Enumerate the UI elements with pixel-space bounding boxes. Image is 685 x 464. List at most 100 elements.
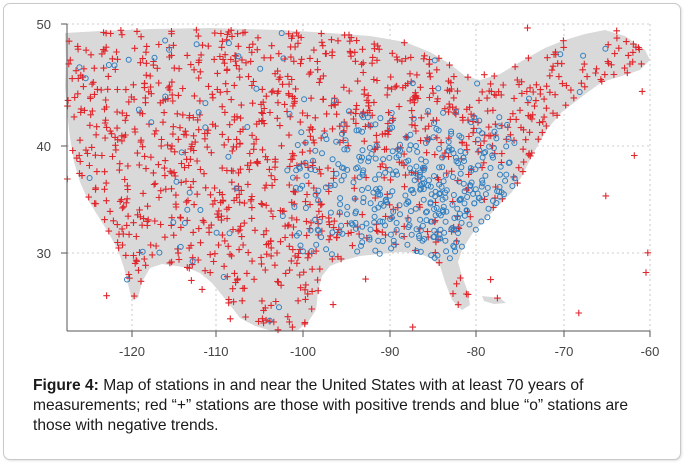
- negative-trend-marker: [479, 180, 486, 187]
- positive-trend-marker: [97, 86, 105, 94]
- positive-trend-marker: [274, 115, 281, 122]
- negative-trend-marker: [422, 140, 429, 146]
- positive-trend-marker: [266, 109, 274, 116]
- positive-trend-marker: [613, 34, 621, 42]
- positive-trend-marker: [402, 55, 409, 62]
- positive-trend-marker: [211, 29, 219, 37]
- positive-trend-marker: [182, 127, 189, 135]
- negative-trend-marker: [310, 157, 316, 164]
- negative-trend-marker: [353, 208, 359, 215]
- negative-trend-marker: [340, 172, 347, 179]
- positive-trend-marker: [445, 108, 452, 116]
- negative-trend-marker: [450, 192, 457, 198]
- positive-trend-marker: [172, 191, 180, 199]
- negative-trend-marker: [461, 212, 468, 219]
- negative-trend-marker: [202, 124, 209, 131]
- positive-trend-marker: [412, 89, 419, 96]
- negative-trend-marker: [576, 89, 583, 95]
- positive-trend-marker: [310, 46, 318, 54]
- positive-trend-marker: [514, 76, 521, 84]
- positive-trend-marker: [155, 41, 163, 48]
- positive-trend-marker: [578, 79, 585, 87]
- negative-trend-marker: [296, 165, 303, 172]
- y-tick-label: 50: [37, 17, 51, 32]
- positive-trend-marker: [147, 83, 154, 91]
- negative-trend-marker: [453, 108, 460, 115]
- negative-trend-marker: [225, 153, 232, 160]
- negative-trend-marker: [450, 150, 457, 157]
- positive-trend-marker: [549, 62, 557, 70]
- positive-trend-marker: [278, 142, 285, 150]
- positive-trend-marker: [258, 260, 265, 268]
- negative-trend-marker: [402, 192, 409, 199]
- positive-trend-marker: [147, 241, 154, 249]
- positive-trend-marker: [141, 153, 148, 160]
- positive-trend-marker: [82, 46, 90, 54]
- positive-trend-marker: [414, 95, 422, 102]
- positive-trend-marker: [205, 42, 212, 50]
- positive-trend-marker: [512, 116, 520, 123]
- positive-trend-marker: [244, 249, 252, 256]
- negative-trend-marker: [338, 177, 345, 184]
- positive-trend-marker: [409, 323, 416, 331]
- negative-trend-marker: [414, 148, 421, 155]
- positive-trend-marker: [453, 280, 460, 288]
- positive-trend-marker: [307, 219, 315, 227]
- positive-trend-marker: [189, 229, 197, 236]
- positive-trend-marker: [370, 76, 378, 83]
- positive-trend-marker: [227, 96, 235, 103]
- negative-trend-marker: [299, 182, 306, 189]
- positive-trend-marker: [195, 74, 202, 82]
- positive-trend-marker: [450, 73, 458, 80]
- positive-trend-marker: [229, 226, 237, 233]
- negative-trend-marker: [390, 171, 396, 178]
- negative-trend-marker: [387, 216, 394, 222]
- positive-trend-marker: [272, 158, 279, 166]
- positive-trend-marker: [239, 241, 247, 249]
- positive-trend-marker: [340, 84, 348, 91]
- positive-trend-marker: [176, 124, 184, 131]
- positive-trend-marker: [409, 114, 416, 121]
- positive-trend-marker: [359, 46, 366, 53]
- positive-trend-marker: [549, 109, 557, 117]
- negative-trend-marker: [368, 122, 374, 129]
- positive-trend-marker: [299, 148, 306, 156]
- positive-trend-marker: [182, 131, 190, 139]
- positive-trend-marker: [118, 196, 125, 203]
- negative-trend-marker: [404, 241, 411, 248]
- positive-trend-marker: [139, 143, 146, 150]
- positive-trend-marker: [373, 77, 381, 84]
- positive-trend-marker: [241, 219, 248, 227]
- positive-trend-marker: [347, 229, 355, 236]
- positive-trend-marker: [293, 260, 301, 267]
- negative-trend-marker: [302, 205, 309, 211]
- positive-trend-marker: [374, 42, 381, 50]
- positive-trend-marker: [81, 107, 88, 114]
- positive-trend-marker: [320, 72, 327, 80]
- positive-trend-marker: [92, 151, 99, 159]
- positive-trend-marker: [380, 174, 388, 182]
- positive-trend-marker: [268, 42, 275, 49]
- positive-trend-marker: [75, 75, 82, 82]
- negative-trend-marker: [439, 207, 446, 214]
- positive-trend-marker: [261, 184, 269, 192]
- positive-trend-marker: [254, 34, 262, 42]
- negative-trend-marker: [375, 191, 382, 198]
- positive-trend-marker: [558, 60, 565, 67]
- negative-trend-marker: [442, 237, 449, 244]
- positive-trend-marker: [225, 204, 233, 211]
- positive-trend-marker: [285, 221, 293, 229]
- positive-trend-marker: [239, 126, 247, 133]
- negative-trend-marker: [438, 183, 445, 190]
- positive-trend-marker: [142, 99, 149, 106]
- positive-trend-marker: [601, 71, 609, 78]
- positive-trend-marker: [464, 73, 472, 81]
- x-tick-label: -90: [381, 344, 400, 359]
- negative-trend-marker: [455, 160, 462, 166]
- positive-trend-marker: [364, 92, 372, 99]
- positive-trend-marker: [350, 115, 357, 123]
- positive-trend-marker: [168, 169, 175, 177]
- negative-trend-marker: [434, 252, 441, 259]
- positive-trend-marker: [151, 130, 158, 138]
- negative-trend-marker: [202, 100, 209, 107]
